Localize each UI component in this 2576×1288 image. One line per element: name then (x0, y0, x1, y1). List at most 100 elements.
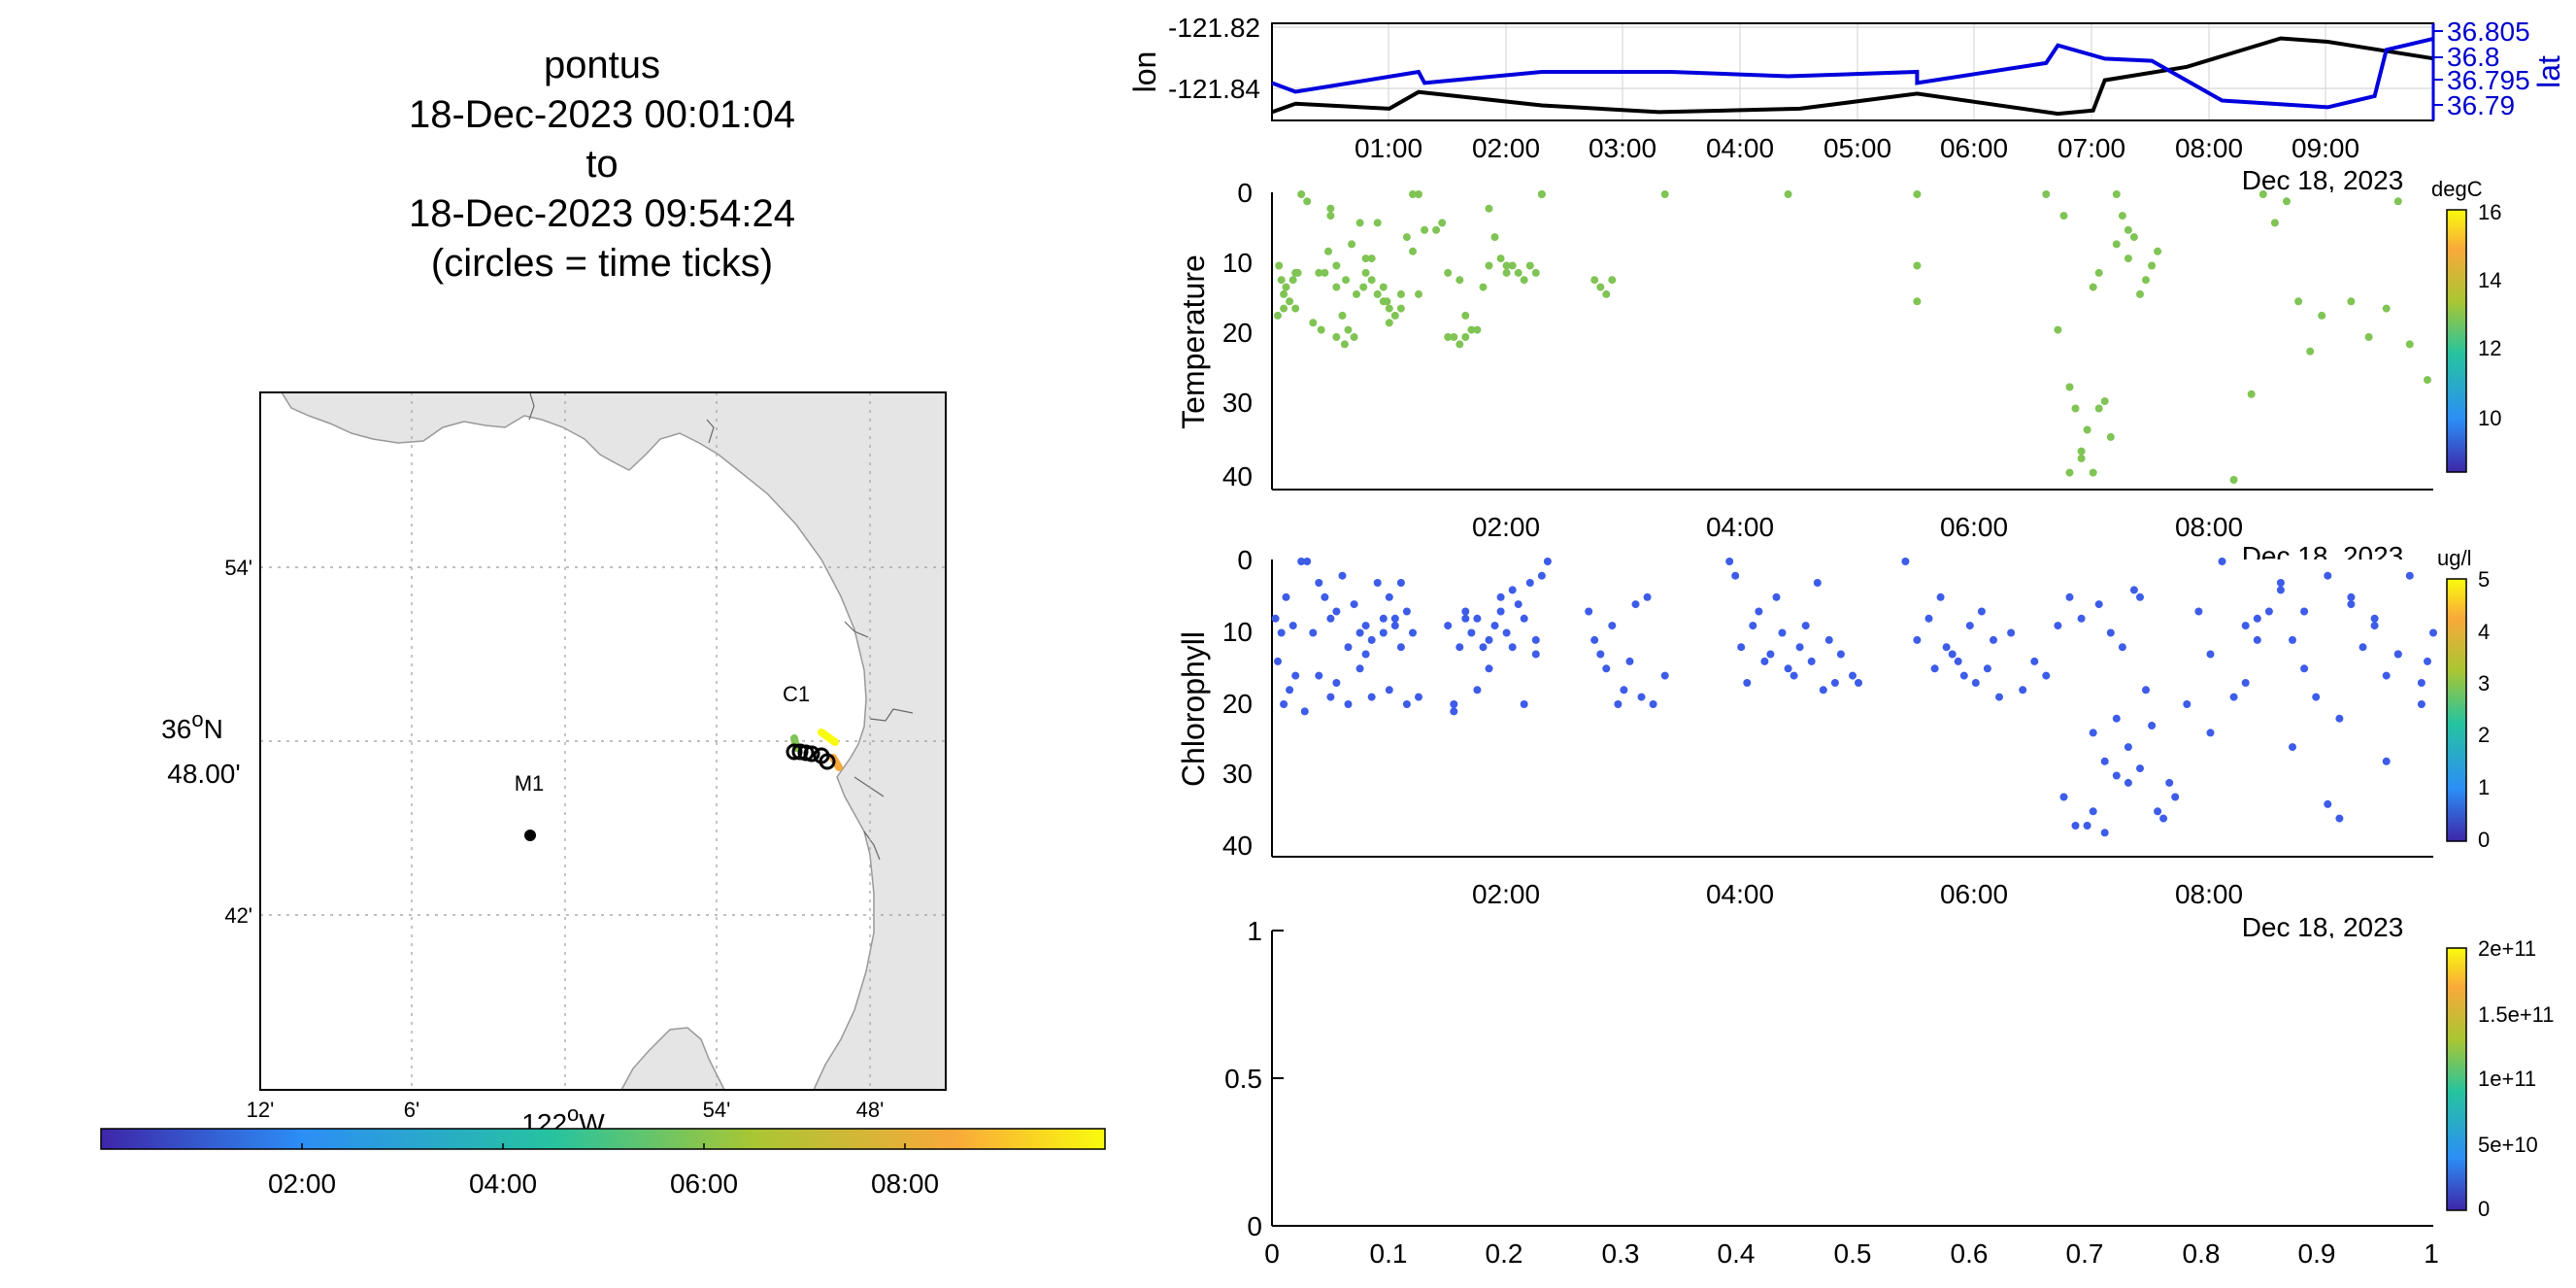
map-lat-tick-42: 42' (224, 903, 252, 928)
chlorophyll-point (1990, 635, 1997, 644)
chlorophyll-point (2229, 693, 2238, 701)
chlorophyll-point (1585, 607, 1593, 616)
lon-tick-121-84: -121.84 (1168, 74, 1260, 104)
chl-xtick: 02:00 (1472, 879, 1540, 909)
chlorophyll-point (1790, 671, 1798, 680)
temperature-point (2405, 340, 2414, 349)
temperature-point (1282, 283, 1290, 291)
temperature-point (1602, 289, 1611, 298)
chlorophyll-point (1643, 593, 1652, 601)
temperature-point (1344, 325, 1353, 334)
chlorophyll-point (1948, 650, 1957, 659)
chlorophyll-point (2059, 793, 2068, 801)
chlorophyll-point (2424, 657, 2431, 665)
chlorophyll-point (2276, 579, 2285, 587)
chlorophyll-point (2300, 607, 2309, 616)
chlorophyll-point (1291, 671, 1300, 680)
chlorophyll-point (1485, 635, 1493, 644)
empty-colorbar-tick: 1e+11 (2478, 1067, 2536, 1091)
chlorophyll-point (1995, 693, 2003, 701)
chlorophyll-point (2042, 671, 2051, 680)
temperature-point (1317, 325, 1325, 334)
chlorophyll-point (2289, 635, 2296, 644)
chlorophyll-point (1467, 628, 1476, 637)
chlorophyll-point (1415, 693, 1422, 701)
temperature-point (1390, 311, 1399, 320)
chlorophyll-point (1367, 693, 1376, 701)
chlorophyll-point (1755, 607, 1763, 616)
chlorophyll-point (1936, 593, 1945, 601)
chlorophyll-point (1326, 693, 1335, 701)
chlorophyll-point (2289, 743, 2296, 752)
chlorophyll-point (2382, 671, 2391, 680)
chlorophyll-point (1625, 657, 1634, 665)
chl-xtick: 04:00 (1706, 879, 1774, 909)
temperature-point (2059, 212, 2068, 220)
chlorophyll-point (1379, 628, 1388, 637)
chlorophyll-point (1954, 657, 1962, 665)
chlorophyll-point (1461, 614, 1470, 623)
chlorophyll-point (1959, 671, 1968, 680)
chlorophyll-point (1409, 628, 1417, 637)
chlorophyll-point (1772, 593, 1781, 601)
glider-track (786, 729, 843, 771)
empty-colorbar-tick: 0 (2478, 1197, 2490, 1221)
chlorophyll-point (2253, 635, 2261, 644)
chlorophyll-point (2171, 793, 2180, 801)
temperature-point (1421, 225, 1429, 234)
chlorophyll-point (1496, 593, 1505, 601)
chlorophyll-point (2065, 593, 2074, 601)
temperature-point (1608, 276, 1617, 285)
temperature-point (1461, 311, 1470, 320)
temperature-point (2065, 383, 2074, 391)
temperature-point (2347, 297, 2356, 306)
temperature-points (1274, 190, 2431, 484)
temperature-point (2136, 289, 2144, 298)
map-land-south (619, 1027, 726, 1091)
chlorophyll-point (1924, 614, 1933, 623)
temperature-point (1297, 190, 1306, 198)
chlorophyll-point (1367, 635, 1376, 644)
title-line-5: (circles = time ticks) (431, 242, 773, 285)
time-tick-circle (803, 745, 820, 763)
temperature-point (1338, 311, 1347, 320)
empty-colorbar-tick: 5e+10 (2478, 1133, 2538, 1157)
temp-xtick: 04:00 (1706, 512, 1774, 542)
empty-colorbar: 2e+11 1.5e+11 1e+11 5e+10 0 (2446, 936, 2555, 1221)
chlorophyll-point (1315, 579, 1323, 587)
map-lat-degree-mark: o (191, 707, 203, 731)
chlorophyll-point (1277, 628, 1286, 637)
temperature-point (1309, 319, 1318, 327)
chl-colorbar-gradient (2446, 578, 2467, 842)
temperature-point (1291, 268, 1300, 277)
chlorophyll-point (1396, 579, 1405, 587)
empty-panel: Dec 18, 2023 1 0.5 0 0 0.1 0.2 0.3 0.4 0… (1224, 912, 2554, 1269)
temperature-point (1332, 333, 1341, 341)
map-lon-tick-6: 6' (404, 1098, 419, 1122)
temperature-point (1502, 261, 1511, 270)
temperature-point (1784, 190, 1792, 198)
temperature-point (1332, 283, 1341, 291)
map-lon-tick-48: 48' (856, 1098, 885, 1122)
chl-colorbar-tick: 4 (2478, 620, 2490, 644)
lonlat-xtick: 09:00 (2292, 133, 2359, 163)
time-colorbar: 02:00 04:00 06:00 08:00 (100, 1128, 1106, 1199)
empty-colorbar-tick: 2e+11 (2478, 936, 2536, 961)
temperature-point (1353, 289, 1360, 298)
lonlat-xtick: 06:00 (1940, 133, 2008, 163)
chlorophyll-point (1531, 635, 1540, 644)
chlorophyll-point (1309, 628, 1318, 637)
temperature-point (1275, 261, 1284, 270)
temperature-point (1502, 268, 1511, 277)
empty-xtick: 0.2 (1486, 1238, 1523, 1269)
chlorophyll-point (2148, 722, 2157, 729)
chlorophyll-point (2359, 643, 2367, 652)
temperature-point (1438, 219, 1447, 227)
temperature-point (2089, 283, 2097, 291)
temperature-point (1432, 225, 1441, 234)
temperature-point (2294, 297, 2303, 306)
chl-xtick: 08:00 (2175, 879, 2243, 909)
chlorophyll-point (1396, 643, 1405, 652)
map-lon-tick-54: 54' (703, 1098, 731, 1122)
